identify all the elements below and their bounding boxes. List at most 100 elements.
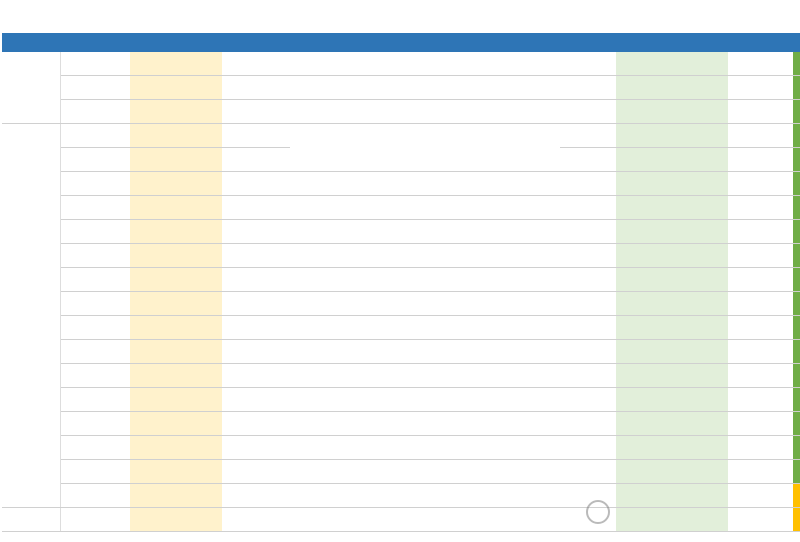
risk-level-badge xyxy=(791,291,800,316)
fund-size-cell xyxy=(560,315,616,340)
security-code-cell xyxy=(60,75,130,100)
custody-fee-cell xyxy=(674,315,728,340)
fund-size-cell xyxy=(560,387,616,412)
security-name-cell xyxy=(130,339,222,364)
fund-manager-cell xyxy=(728,219,792,244)
mgmt-fee-cell xyxy=(616,99,674,124)
custody-fee-cell xyxy=(674,171,728,196)
list-date-cell xyxy=(222,123,290,148)
risk-level-badge xyxy=(791,243,800,268)
list-date-cell xyxy=(222,363,290,388)
index-code-cell xyxy=(490,507,560,532)
index-name-cell xyxy=(290,243,490,268)
table-row xyxy=(2,315,800,340)
index-name-cell xyxy=(290,291,490,316)
security-name-cell xyxy=(130,267,222,292)
table-row xyxy=(2,387,800,412)
table-row xyxy=(2,171,800,196)
risk-level-badge xyxy=(791,219,800,244)
security-code-cell xyxy=(60,219,130,244)
security-name-cell xyxy=(130,435,222,460)
fund-size-cell xyxy=(560,219,616,244)
col-header-name xyxy=(130,33,222,52)
risk-level-badge xyxy=(791,99,800,124)
table-row xyxy=(2,435,800,460)
security-code-cell xyxy=(60,387,130,412)
fund-size-cell xyxy=(560,363,616,388)
security-name-cell xyxy=(130,147,222,172)
fund-manager-cell xyxy=(728,123,792,148)
col-header-mgmt-fee xyxy=(616,33,674,52)
security-name-cell xyxy=(130,219,222,244)
security-code-cell xyxy=(60,363,130,388)
index-code-cell xyxy=(490,315,560,340)
security-name-cell xyxy=(130,411,222,436)
risk-level-badge xyxy=(791,387,800,412)
table-row xyxy=(2,363,800,388)
table-row xyxy=(2,507,800,532)
fund-size-cell xyxy=(560,243,616,268)
table-row xyxy=(2,195,800,220)
security-name-cell xyxy=(130,507,222,532)
mgmt-fee-cell xyxy=(616,483,674,508)
fund-manager-cell xyxy=(728,52,792,76)
table-header-row xyxy=(2,33,800,52)
security-code-cell xyxy=(60,315,130,340)
table-row xyxy=(2,459,800,484)
fund-manager-cell xyxy=(728,483,792,508)
index-name-cell xyxy=(290,123,490,172)
custody-fee-cell xyxy=(674,363,728,388)
index-code-cell xyxy=(490,411,560,436)
col-header-index-code xyxy=(490,33,560,52)
etf-info-table xyxy=(2,33,800,532)
col-header-risk xyxy=(792,33,800,52)
index-name-cell xyxy=(290,99,490,124)
custody-fee-cell xyxy=(674,483,728,508)
custody-fee-cell xyxy=(674,243,728,268)
bond-type-cell xyxy=(2,507,61,532)
fund-manager-cell xyxy=(728,459,792,484)
risk-level-badge xyxy=(791,195,800,220)
snowball-logo-icon xyxy=(586,500,610,524)
index-code-cell xyxy=(490,52,560,76)
mgmt-fee-cell xyxy=(616,339,674,364)
custody-fee-cell xyxy=(674,339,728,364)
fund-manager-cell xyxy=(728,363,792,388)
index-name-cell xyxy=(290,219,490,244)
col-header-fund-size xyxy=(560,33,616,52)
fund-manager-cell xyxy=(728,147,792,172)
security-name-cell xyxy=(130,243,222,268)
security-code-cell xyxy=(60,459,130,484)
security-code-cell xyxy=(60,411,130,436)
fund-manager-cell xyxy=(728,387,792,412)
security-name-cell xyxy=(130,123,222,148)
index-code-cell xyxy=(490,243,560,268)
table-row xyxy=(2,219,800,244)
table-row xyxy=(2,52,800,124)
index-code-cell xyxy=(490,459,560,484)
index-name-cell xyxy=(290,339,490,364)
mgmt-fee-cell xyxy=(616,507,674,532)
bond-type-cell xyxy=(2,52,61,124)
index-name-cell xyxy=(290,411,490,436)
mgmt-fee-cell xyxy=(616,171,674,196)
custody-fee-cell xyxy=(674,99,728,124)
security-name-cell xyxy=(130,387,222,412)
fund-size-cell xyxy=(560,459,616,484)
fund-size-cell xyxy=(560,291,616,316)
list-date-cell xyxy=(222,315,290,340)
custody-fee-cell xyxy=(674,219,728,244)
risk-level-badge xyxy=(791,171,800,196)
fund-manager-cell xyxy=(728,267,792,292)
col-header-index-name xyxy=(290,33,490,52)
col-header-custody-fee xyxy=(674,33,728,52)
index-name-cell xyxy=(290,195,490,220)
security-code-cell xyxy=(60,291,130,316)
index-name-cell xyxy=(290,387,490,412)
list-date-cell xyxy=(222,75,290,100)
fund-size-cell xyxy=(560,411,616,436)
fund-size-cell xyxy=(560,171,616,196)
index-code-cell xyxy=(490,75,560,100)
mgmt-fee-cell xyxy=(616,219,674,244)
security-name-cell xyxy=(130,315,222,340)
